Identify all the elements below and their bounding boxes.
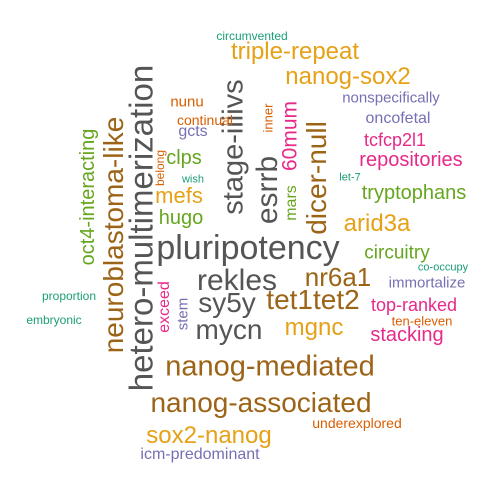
word-gcts: gcts bbox=[178, 123, 208, 140]
word-triple-repeat: triple-repeat bbox=[230, 38, 360, 65]
word-immortalize: immortalize bbox=[388, 274, 466, 292]
word-pluripotency: pluripotency bbox=[156, 229, 340, 267]
word-hetero-multimerization: hetero-multimerization bbox=[122, 64, 160, 392]
word-mycn: mycn bbox=[195, 314, 263, 345]
word-mars: mars bbox=[283, 185, 300, 221]
word-co-occupy: co-occupy bbox=[417, 261, 469, 274]
word-tryptophans: tryptophans bbox=[361, 182, 467, 204]
word-nr6a1: nr6a1 bbox=[304, 262, 372, 292]
word-let-7: let-7 bbox=[339, 171, 361, 184]
word-icm-predominant: icm-predominant bbox=[140, 446, 260, 463]
word-circumvented: circumvented bbox=[216, 29, 288, 43]
word-tet1tet2: tet1tet2 bbox=[266, 284, 360, 315]
word-nonspecifically: nonspecifically bbox=[342, 89, 440, 107]
word-stacking: stacking bbox=[370, 324, 444, 346]
word-mefs: mefs bbox=[155, 183, 203, 208]
word-hugo: hugo bbox=[158, 207, 204, 229]
word-wish: wish bbox=[181, 173, 205, 186]
word-mgnc: mgnc bbox=[284, 314, 344, 341]
word-tcfcp2l1: tcfcp2l1 bbox=[363, 130, 427, 150]
word-circuitry: circuitry bbox=[364, 242, 430, 264]
word-neuroblastoma-like: neuroblastoma-like bbox=[98, 116, 129, 354]
word-belong: belong bbox=[153, 149, 167, 187]
word-inner: inner bbox=[260, 103, 276, 133]
word-dicer-null: dicer-null bbox=[301, 121, 332, 235]
word-underexplored: underexplored bbox=[312, 415, 402, 431]
word-sy5y: sy5y bbox=[198, 287, 256, 318]
word-stem: stem bbox=[174, 297, 192, 331]
word-nanog-associated: nanog-associated bbox=[150, 387, 372, 418]
word-sox2-nanog: sox2-nanog bbox=[146, 422, 272, 449]
word-stage-iiiivs: stage-iiiivs bbox=[217, 79, 250, 215]
word-nunu: nunu bbox=[170, 93, 204, 111]
word-embryonic: embryonic bbox=[26, 313, 82, 327]
word-nanog-sox2: nanog-sox2 bbox=[285, 63, 411, 90]
word-continual: continual bbox=[176, 112, 234, 128]
word-60mum: 60mum bbox=[278, 100, 302, 172]
word-repositories: repositories bbox=[359, 149, 463, 171]
word-ten-eleven: ten-eleven bbox=[391, 313, 453, 329]
word-arid3a: arid3a bbox=[343, 210, 411, 237]
word-oncofetal: oncofetal bbox=[365, 110, 431, 127]
word-oct4-interacting: oct4-interacting bbox=[77, 128, 99, 266]
word-clps: clps bbox=[166, 147, 202, 169]
word-nanog-mediated: nanog-mediated bbox=[165, 350, 375, 383]
word-rekles: rekles bbox=[196, 264, 278, 297]
word-exceed: exceed bbox=[156, 281, 173, 333]
word-proportion: proportion bbox=[41, 289, 97, 303]
word-top-ranked: top-ranked bbox=[370, 295, 458, 315]
